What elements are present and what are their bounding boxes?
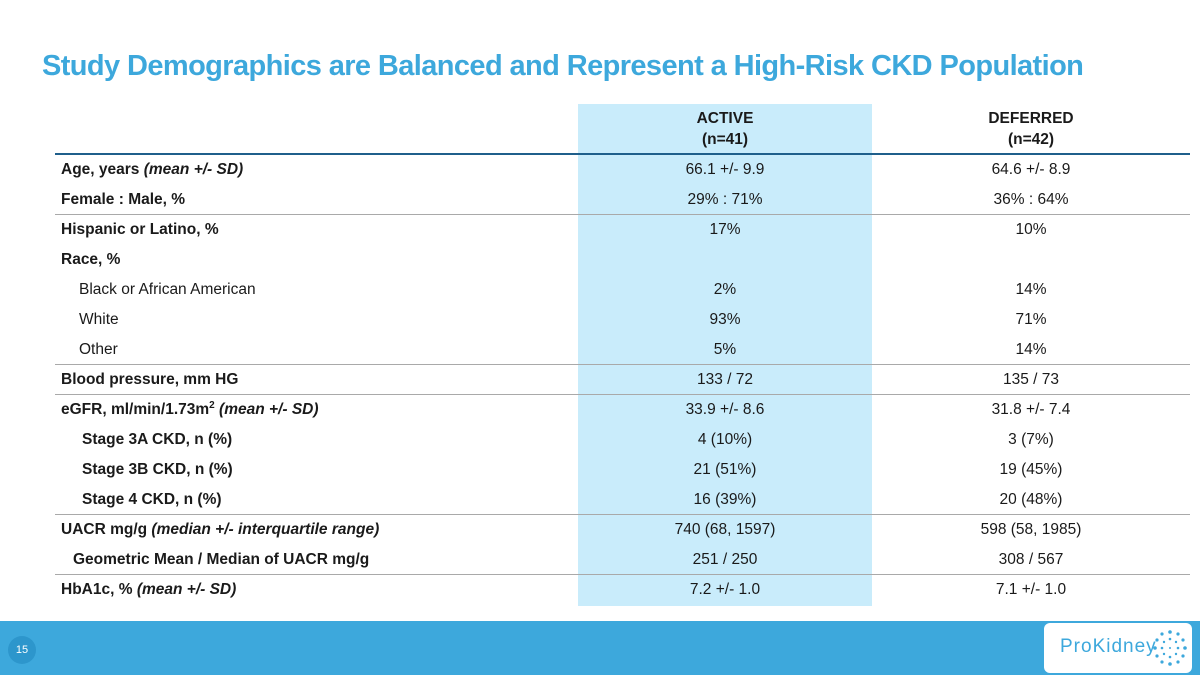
deferred-value: 308 / 567	[998, 551, 1064, 568]
logo-background	[1044, 623, 1192, 673]
active-value: 4 (10%)	[697, 431, 753, 448]
deferred-value: 10%	[1015, 221, 1047, 238]
deferred-value: 14%	[1015, 281, 1047, 298]
row-label: Age, years (mean +/- SD)	[61, 161, 244, 178]
active-value: 133 / 72	[696, 371, 754, 388]
table-row-blood-pressure: Blood pressure, mm HG 133 / 72 135 / 73	[55, 365, 1190, 395]
active-column-highlight	[578, 104, 872, 606]
column-header-deferred: DEFERRED (n=42)	[872, 108, 1190, 150]
slide-title: Study Demographics are Balanced and Repr…	[42, 50, 1084, 82]
row-label: Stage 3B CKD, n (%)	[82, 461, 233, 478]
active-value: 7.2 +/- 1.0	[689, 581, 761, 598]
row-label: Female : Male, %	[61, 191, 186, 208]
deferred-value: 7.1 +/- 1.0	[995, 581, 1067, 598]
row-label: eGFR, ml/min/1.73m2 (mean +/- SD)	[61, 399, 319, 418]
active-value: 17%	[709, 221, 741, 238]
active-value: 740 (68, 1597)	[674, 521, 776, 538]
row-label: Black or African American	[79, 281, 256, 298]
active-value: 5%	[713, 341, 737, 358]
active-value: 16 (39%)	[693, 491, 757, 508]
deferred-value: 598 (58, 1985)	[980, 521, 1082, 538]
row-label: Other	[79, 341, 118, 358]
table-row-hba1c: HbA1c, % (mean +/- SD) 7.2 +/- 1.0 7.1 +…	[55, 575, 1190, 605]
deferred-value: 14%	[1015, 341, 1047, 358]
table-row-race-white: White 93% 71%	[55, 305, 1190, 335]
deferred-value: 3 (7%)	[1008, 431, 1054, 448]
deferred-value: 31.8 +/- 7.4	[991, 401, 1071, 418]
row-label: White	[79, 311, 119, 328]
active-value: 2%	[713, 281, 737, 298]
table-row-stage-4: Stage 4 CKD, n (%) 16 (39%) 20 (48%)	[55, 485, 1190, 515]
row-label: Stage 4 CKD, n (%)	[82, 491, 222, 508]
demographics-table: Age, years (mean +/- SD) 66.1 +/- 9.9 64…	[55, 155, 1190, 605]
table-row-race-black: Black or African American 2% 14%	[55, 275, 1190, 305]
column-header-active: ACTIVE (n=41)	[578, 108, 872, 150]
row-label: Blood pressure, mm HG	[61, 371, 239, 388]
company-logo-text: ProKidney	[1060, 636, 1157, 657]
table-row-sex: Female : Male, % 29% : 71% 36% : 64%	[55, 185, 1190, 215]
column-header-deferred-n: (n=42)	[1007, 131, 1055, 148]
page-number: 15	[8, 636, 36, 664]
row-label: Stage 3A CKD, n (%)	[82, 431, 233, 448]
active-value: 29% : 71%	[687, 191, 763, 208]
deferred-value: 20 (48%)	[999, 491, 1063, 508]
row-label: Race, %	[61, 251, 121, 268]
table-row-stage-3b: Stage 3B CKD, n (%) 21 (51%) 19 (45%)	[55, 455, 1190, 485]
row-label: HbA1c, % (mean +/- SD)	[61, 581, 237, 598]
table-row-hispanic: Hispanic or Latino, % 17% 10%	[55, 215, 1190, 245]
row-label: Geometric Mean / Median of UACR mg/g	[73, 551, 370, 568]
deferred-value: 64.6 +/- 8.9	[991, 161, 1071, 178]
table-row-race-other: Other 5% 14%	[55, 335, 1190, 365]
row-label: Hispanic or Latino, %	[61, 221, 219, 238]
column-header-active-label: ACTIVE	[696, 110, 754, 127]
active-value: 251 / 250	[692, 551, 758, 568]
active-value: 33.9 +/- 8.6	[685, 401, 765, 418]
table-row-uacr-geomean: Geometric Mean / Median of UACR mg/g 251…	[55, 545, 1190, 575]
sparkle-dots-icon	[1153, 630, 1187, 666]
active-value: 21 (51%)	[693, 461, 757, 478]
table-row-uacr: UACR mg/g (median +/- interquartile rang…	[55, 515, 1190, 545]
table-row-egfr: eGFR, ml/min/1.73m2 (mean +/- SD) 33.9 +…	[55, 395, 1190, 425]
footer-bar	[0, 621, 1200, 675]
table-row-race: Race, %	[55, 245, 1190, 275]
table-row-age: Age, years (mean +/- SD) 66.1 +/- 9.9 64…	[55, 155, 1190, 185]
table-row-stage-3a: Stage 3A CKD, n (%) 4 (10%) 3 (7%)	[55, 425, 1190, 455]
active-value: 93%	[709, 311, 741, 328]
deferred-value: 71%	[1015, 311, 1047, 328]
column-header-deferred-label: DEFERRED	[988, 110, 1074, 127]
row-label: UACR mg/g (median +/- interquartile rang…	[61, 521, 380, 538]
active-value: 66.1 +/- 9.9	[685, 161, 765, 178]
superscript: 2	[209, 399, 215, 411]
deferred-value: 19 (45%)	[999, 461, 1063, 478]
column-header-active-n: (n=41)	[701, 131, 749, 148]
deferred-value: 36% : 64%	[993, 191, 1069, 208]
header-divider	[55, 153, 1190, 155]
deferred-value: 135 / 73	[1002, 371, 1060, 388]
